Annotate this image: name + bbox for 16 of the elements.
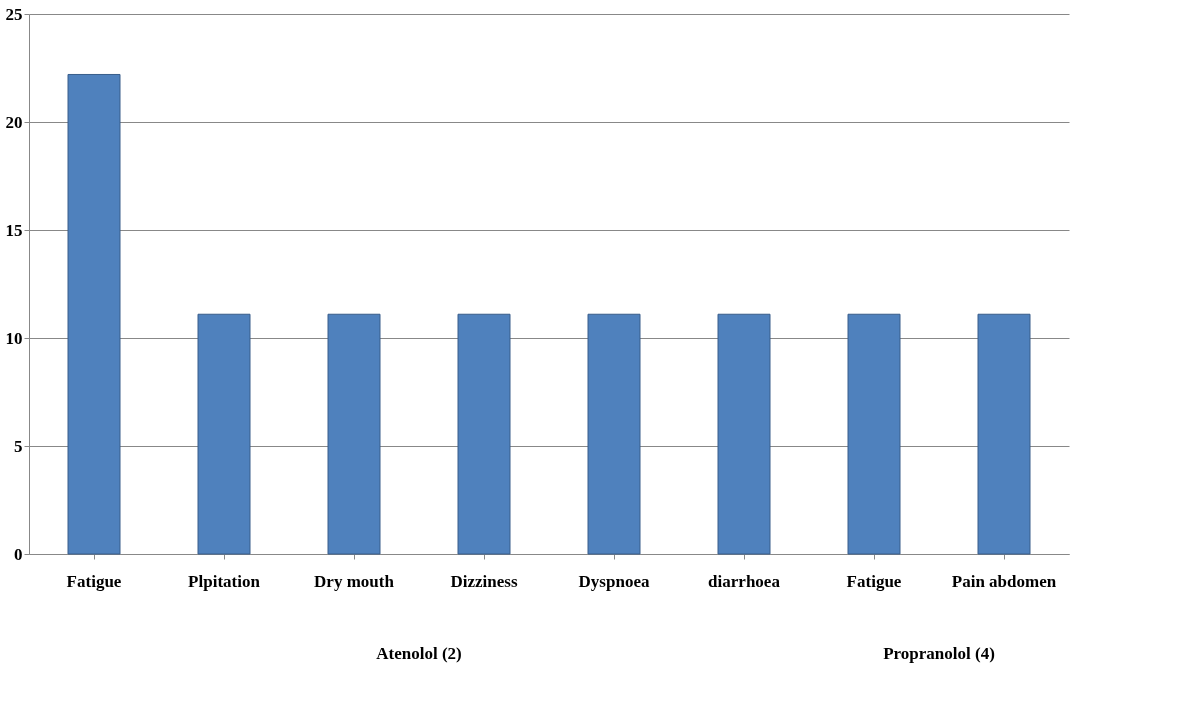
x-tick-label: diarrhoea xyxy=(708,571,781,591)
y-tick-label: 25 xyxy=(5,4,23,24)
x-tick-label: Fatigue xyxy=(846,571,902,591)
y-tick-label: 15 xyxy=(5,220,23,240)
y-tick-label: 5 xyxy=(14,436,23,456)
y-tick-label: 0 xyxy=(14,544,23,564)
x-tick-label: Pain abdomen xyxy=(951,571,1057,591)
x-tick-label: Fatigue xyxy=(66,571,122,591)
x-tick-label: Dyspnoea xyxy=(578,571,650,591)
x-tick-label: Plpitation xyxy=(188,571,261,591)
text: Atenolol (2) xyxy=(376,644,462,663)
y-tick-label: 10 xyxy=(5,328,23,348)
text: Propranolol (4) xyxy=(883,644,995,663)
y-tick-label: 20 xyxy=(5,112,23,132)
x-tick-label: Dry mouth xyxy=(314,571,395,591)
x-tick-label: Dizziness xyxy=(450,571,518,591)
